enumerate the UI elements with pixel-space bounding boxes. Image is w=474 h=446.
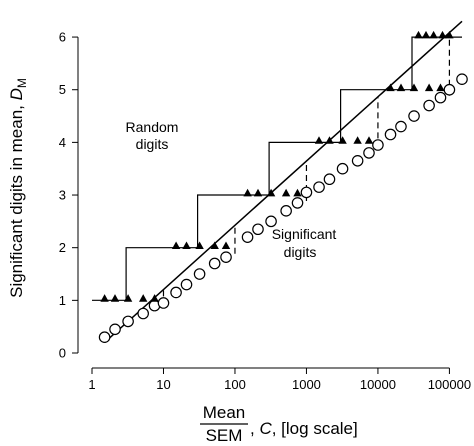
triangle-point-9 xyxy=(221,241,231,249)
annotation-significant-digits-line2: digits xyxy=(284,244,317,260)
circle-point-23 xyxy=(384,128,397,141)
circle-point-10 xyxy=(220,251,232,263)
circle-point-27 xyxy=(434,91,447,104)
x-tick-label-5: 100000 xyxy=(428,377,471,392)
y-tick-label-6: 6 xyxy=(59,30,66,45)
circle-point-19 xyxy=(336,162,349,175)
significant-digits-line xyxy=(104,20,463,344)
circle-point-15 xyxy=(291,197,304,209)
y-tick-label-0: 0 xyxy=(59,346,66,361)
random-digits-step-line xyxy=(92,36,462,301)
plot-area xyxy=(92,20,468,344)
triangle-point-20 xyxy=(386,83,395,92)
y-tick-label-1: 1 xyxy=(59,293,66,308)
triangle-point-0 xyxy=(100,294,109,302)
annotation-random-digits-line1: Random xyxy=(126,119,179,135)
y-axis-title-text: Significant digits in mean, xyxy=(7,105,26,298)
triangle-point-15 xyxy=(314,136,324,144)
circle-point-5 xyxy=(157,297,170,309)
triangle-point-10 xyxy=(243,188,252,197)
circle-point-6 xyxy=(170,286,182,299)
circle-point-28 xyxy=(443,83,456,96)
x-tick-label-1: 10 xyxy=(156,377,170,392)
triangle-point-29 xyxy=(445,30,454,39)
circle-point-7 xyxy=(180,278,193,291)
circle-point-11 xyxy=(241,231,254,243)
triangle-point-19 xyxy=(364,136,374,144)
triangle-point-18 xyxy=(353,136,362,144)
circle-point-3 xyxy=(137,307,149,320)
triangle-point-17 xyxy=(338,136,347,144)
circle-point-8 xyxy=(193,268,206,280)
svg-text:Significant digits in mean, DM: Significant digits in mean, DM xyxy=(7,78,29,298)
triangle-point-22 xyxy=(409,83,419,92)
circle-point-14 xyxy=(280,205,292,217)
triangle-point-16 xyxy=(325,136,334,144)
x-axis-title-rest: , C, [log scale] xyxy=(250,419,358,438)
circle-point-0 xyxy=(98,331,111,344)
triangle-point-27 xyxy=(429,30,438,39)
annotation-significant-digits-line1: Significant xyxy=(272,226,337,242)
triangle-point-4 xyxy=(150,294,159,302)
circle-point-18 xyxy=(323,173,336,186)
x-axis-fraction-denominator: SEM xyxy=(206,426,243,445)
triangle-point-1 xyxy=(110,294,120,302)
circle-point-22 xyxy=(372,139,384,151)
axes: 1 10 100 1000 10000 100000 0 1 2 3 4 5 6 xyxy=(59,30,471,392)
triangle-point-23 xyxy=(424,83,434,92)
x-axis-fraction-numerator: Mean xyxy=(203,403,246,422)
circle-point-2 xyxy=(122,315,134,328)
triangle-point-11 xyxy=(253,188,263,197)
circle-point-13 xyxy=(265,215,277,228)
y-tick-label-5: 5 xyxy=(59,82,66,97)
y-tick-label-3: 3 xyxy=(59,188,66,203)
circle-point-25 xyxy=(408,110,420,122)
triangle-point-25 xyxy=(414,30,423,39)
x-tick-label-4: 10000 xyxy=(360,377,396,392)
circle-point-16 xyxy=(300,186,313,199)
triangle-point-7 xyxy=(195,241,204,249)
x-tick-label-3: 1000 xyxy=(292,377,321,392)
x-tick-label-0: 1 xyxy=(88,377,95,392)
triangle-point-14 xyxy=(293,188,302,197)
circle-point-20 xyxy=(351,155,364,167)
x-axis-title: Mean SEM , C, [log scale] xyxy=(200,403,358,445)
triangle-point-21 xyxy=(396,83,406,92)
circle-point-9 xyxy=(208,257,221,270)
y-axis-title: Significant digits in mean, DM xyxy=(7,78,29,298)
triangle-point-12 xyxy=(266,188,276,197)
annotation-random-digits-line2: digits xyxy=(136,136,169,152)
x-tick-label-2: 100 xyxy=(224,377,246,392)
y-tick-label-2: 2 xyxy=(59,240,66,255)
circle-point-21 xyxy=(363,147,375,159)
triangle-point-8 xyxy=(210,241,219,249)
y-tick-label-4: 4 xyxy=(59,135,66,150)
triangle-point-3 xyxy=(139,294,148,302)
y-axis-title-symbol: D xyxy=(7,88,26,100)
circle-point-1 xyxy=(109,323,121,336)
y-axis-title-subscript: M xyxy=(15,78,29,88)
circle-point-24 xyxy=(395,120,407,133)
triangle-point-2 xyxy=(123,294,133,302)
circle-point-26 xyxy=(423,99,435,112)
triangle-point-24 xyxy=(436,83,445,92)
triangle-point-28 xyxy=(438,30,447,39)
circle-point-29 xyxy=(456,73,468,85)
triangle-point-13 xyxy=(281,188,291,197)
triangle-point-6 xyxy=(182,241,191,249)
circle-point-17 xyxy=(313,181,325,193)
triangle-point-26 xyxy=(421,30,431,39)
triangle-point-5 xyxy=(171,241,181,249)
circle-point-12 xyxy=(252,223,264,236)
